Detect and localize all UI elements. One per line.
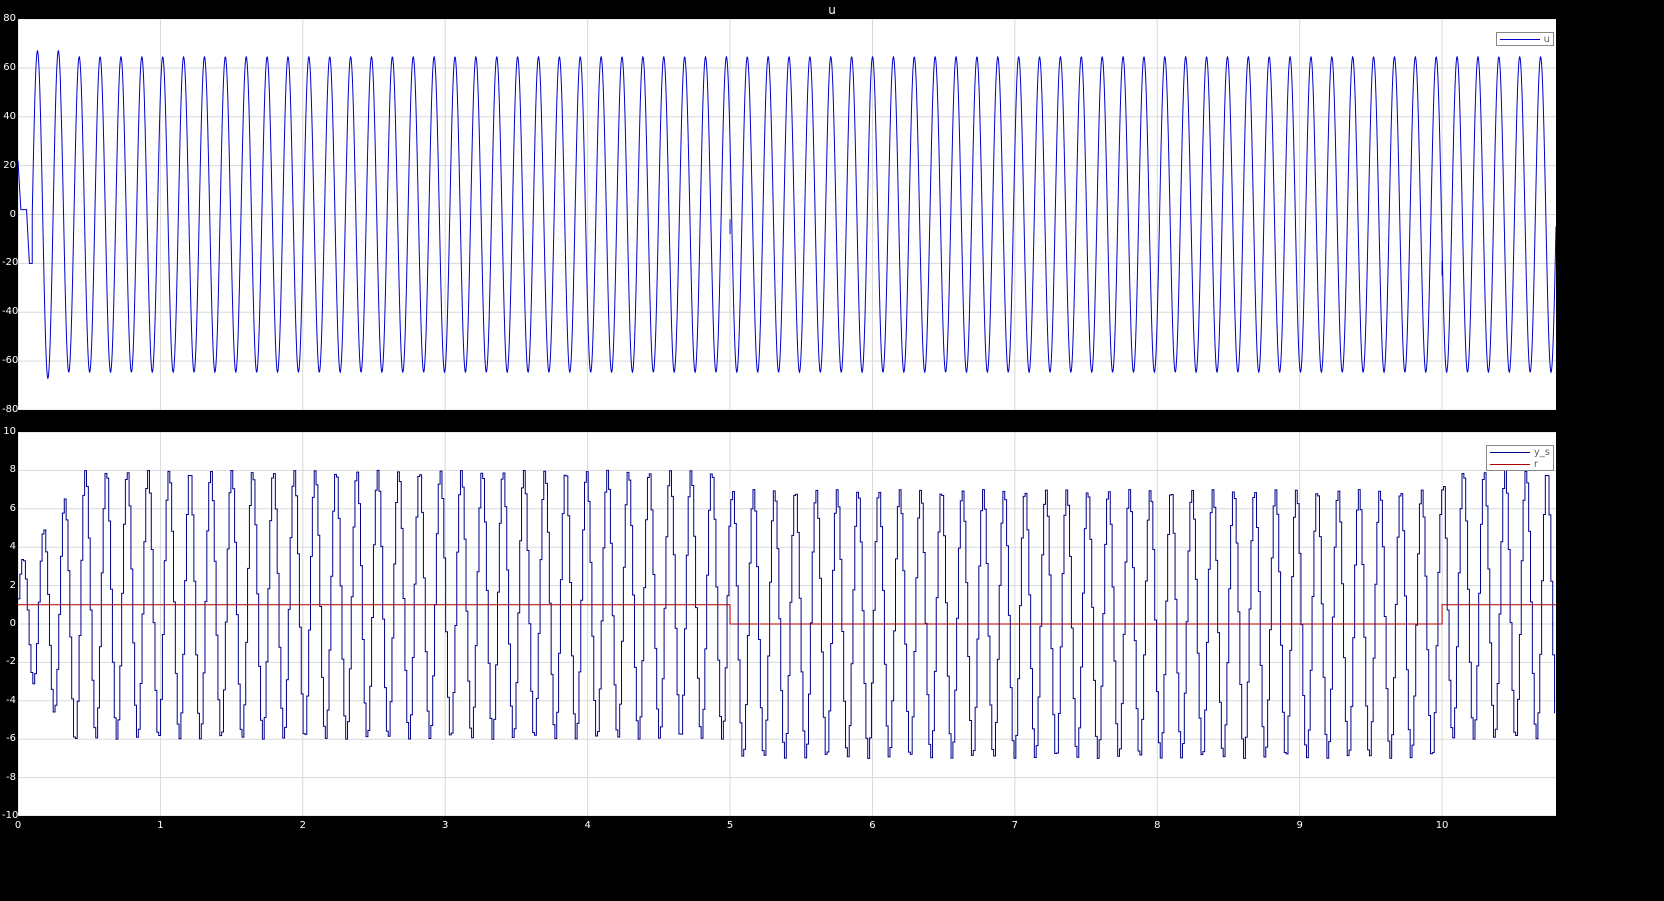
u-legend-line (1499, 38, 1540, 40)
grid-lines-0 (18, 19, 1556, 410)
y-tick-label: -10 (2, 810, 19, 821)
ys-legend-label: y_s (1533, 446, 1550, 458)
y-tick-label: 0 (9, 208, 16, 220)
y-tick-label: 10 (3, 426, 16, 437)
ys-series-line (18, 469, 1556, 759)
u-series-line (18, 49, 1556, 380)
u-legend: u (1495, 32, 1554, 46)
y-tick-label: 40 (3, 110, 16, 122)
u-plot-svg (18, 19, 1556, 410)
y-tick-label: 6 (9, 502, 16, 514)
y-tick-label: -60 (2, 355, 19, 367)
ys-r-plot-area: y_s r (18, 432, 1556, 816)
x-tick-label: 1 (157, 820, 164, 831)
x-tick-label: 10 (1435, 820, 1449, 831)
x-tick-label: 2 (299, 820, 306, 831)
y-tick-label: -2 (6, 656, 16, 668)
x-tick-label: 4 (584, 820, 591, 831)
x-tick-label: 8 (1154, 820, 1161, 831)
r-legend-label: r (1533, 458, 1538, 470)
y-tick-label: -4 (6, 694, 16, 706)
top-chart-title: u (828, 3, 836, 17)
ys-r-plot-svg (18, 432, 1556, 816)
y-tick-label: 0 (9, 618, 16, 629)
y-tick-label: 60 (3, 61, 16, 73)
y-tick-label: -6 (6, 733, 16, 745)
r-series-line (18, 604, 1556, 625)
y-tick-label: -80 (2, 404, 19, 415)
y-tick-label: -40 (2, 306, 19, 318)
x-tick-label: 6 (869, 820, 876, 831)
x-tick-label: 9 (1296, 820, 1303, 831)
r-legend-line (1489, 463, 1530, 465)
x-tick-label: 7 (1011, 820, 1019, 831)
x-tick-label: 0 (14, 820, 22, 831)
y-tick-label: -20 (2, 257, 19, 269)
y-tick-label: -8 (6, 771, 16, 783)
y-tick-label: 2 (9, 579, 16, 591)
y-tick-label: 8 (9, 464, 16, 476)
y-tick-label: 4 (9, 541, 16, 553)
x-tick-label: 3 (442, 820, 449, 831)
u-plot-area: u (18, 19, 1556, 410)
y-tick-label: 20 (3, 159, 16, 171)
y-tick-label: 80 (3, 13, 16, 24)
ys-legend-line (1489, 451, 1530, 453)
ys-r-legend: y_s r (1485, 445, 1554, 471)
x-tick-label: 5 (726, 820, 734, 831)
u-legend-label: u (1543, 33, 1550, 45)
